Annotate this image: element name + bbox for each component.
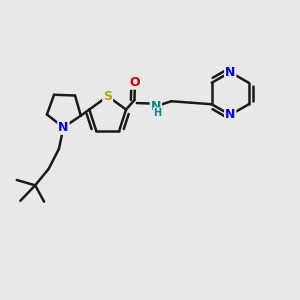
Text: N: N — [225, 108, 236, 122]
Text: N: N — [58, 121, 69, 134]
Text: O: O — [130, 76, 140, 89]
Text: N: N — [225, 66, 236, 79]
Text: S: S — [103, 90, 112, 103]
Text: H: H — [154, 108, 162, 118]
Text: N: N — [151, 100, 161, 113]
